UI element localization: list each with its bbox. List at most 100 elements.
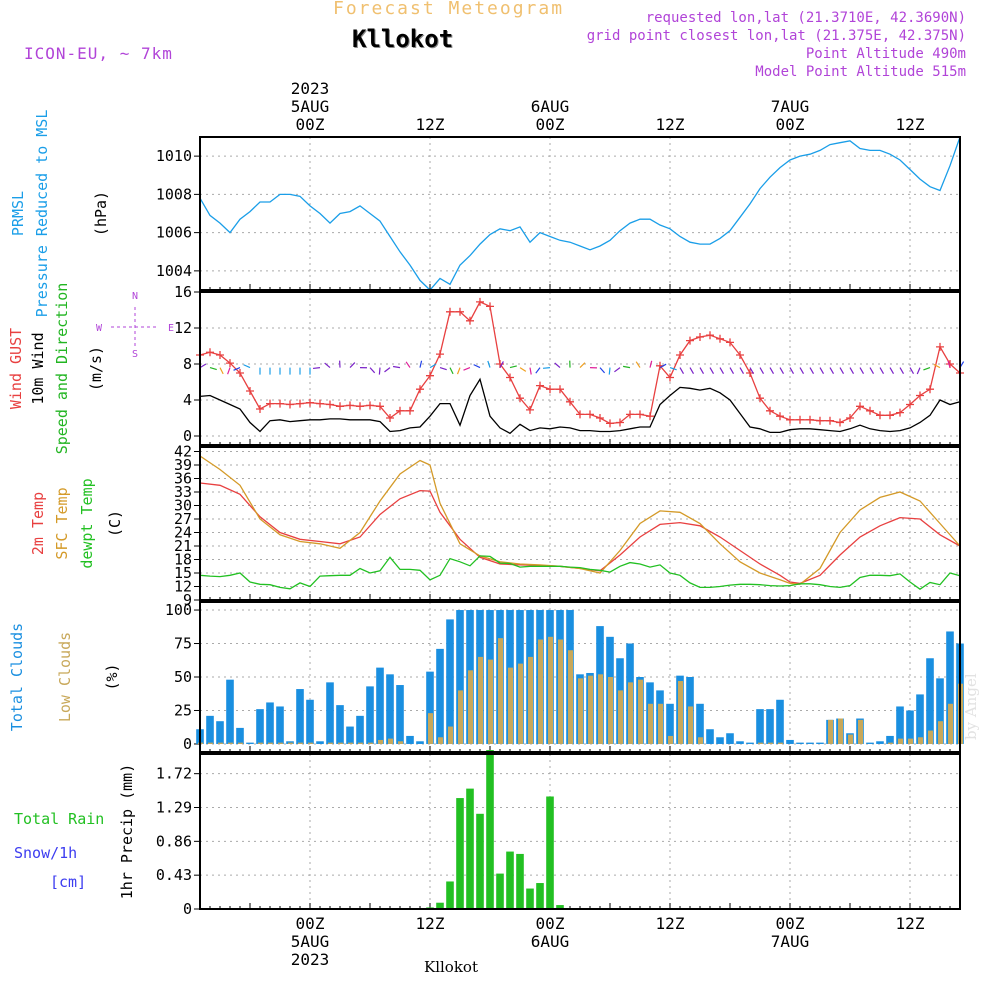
time-label-bottom: 5AUG	[291, 932, 330, 951]
total-cloud-bar	[666, 703, 674, 744]
y-axis-label-pressure: (hPa)	[92, 191, 110, 236]
wind-direction-arrow	[859, 367, 865, 374]
low-cloud-bar	[218, 742, 223, 744]
gust-marker	[486, 302, 494, 311]
wind-direction-arrow	[419, 360, 423, 368]
total-cloud-bar	[756, 709, 764, 744]
y-tick-label-temperature: 27	[174, 510, 192, 528]
gust-marker	[856, 402, 864, 411]
gust-marker	[896, 408, 904, 417]
wind-direction-arrow	[879, 367, 885, 374]
product-title: Forecast Meteogram	[333, 0, 565, 19]
low-cloud-bar	[918, 737, 923, 744]
y-axis-label-pressure: Pressure Reduced to MSL	[33, 110, 51, 318]
low-cloud-bar	[538, 639, 543, 744]
low-cloud-bar	[478, 656, 483, 744]
gust-marker	[666, 373, 674, 382]
gust-marker	[346, 401, 354, 410]
y-tick-label-precip: 1.72	[156, 765, 192, 783]
y-tick-label-precip: 1.29	[156, 799, 192, 817]
time-label-bottom: 6AUG	[531, 932, 570, 951]
compass-south: S	[132, 349, 138, 360]
wind-direction-arrow	[659, 363, 667, 369]
gust-line	[199, 301, 961, 425]
time-label-bottom: 12Z	[896, 914, 925, 933]
low-cloud-bar	[768, 742, 773, 744]
wind-direction-arrow	[749, 367, 755, 374]
low-cloud-bar	[268, 742, 273, 744]
low-cloud-bar	[448, 726, 453, 744]
y-tick-label-wind: 4	[183, 391, 192, 409]
y-tick-label-wind: 16	[174, 283, 192, 301]
wind-direction-arrow	[429, 363, 437, 369]
gust-marker	[816, 416, 824, 425]
time-label-top: 00Z	[536, 115, 565, 134]
gust-marker	[936, 342, 944, 351]
low-cloud-bar	[358, 742, 363, 744]
low-cloud-bar	[338, 742, 343, 744]
low-cloud-bar	[368, 742, 373, 744]
gust-marker	[226, 359, 234, 368]
low-cloud-bar	[308, 742, 313, 744]
gust-marker	[326, 400, 334, 409]
gust-marker	[726, 338, 734, 347]
time-label-top: 5AUG	[291, 97, 330, 116]
rain-bar	[456, 798, 464, 909]
low-cloud-bar	[618, 690, 623, 744]
compass-west: W	[96, 323, 103, 334]
y-tick-label-temperature: 42	[174, 443, 192, 461]
total-cloud-bar	[236, 727, 244, 744]
total-cloud-bar	[726, 733, 734, 744]
low-cloud-bar	[428, 713, 433, 744]
total-cloud-bar	[216, 721, 224, 744]
gust-marker	[516, 394, 524, 403]
time-label-top: 2023	[291, 79, 330, 98]
low-cloud-bar	[468, 670, 473, 744]
low-cloud-bar	[288, 742, 293, 744]
gust-marker	[836, 418, 844, 427]
gust-marker	[876, 411, 884, 420]
y-tick-label-clouds: 50	[174, 668, 192, 686]
time-label-top: 12Z	[416, 115, 445, 134]
y-tick-label-clouds: 0	[183, 735, 192, 753]
time-label-top: 00Z	[296, 115, 325, 134]
y-tick-label-temperature: 12	[174, 578, 192, 596]
y-tick-label-clouds: 100	[165, 601, 192, 619]
gust-marker	[396, 406, 404, 415]
y-tick-label-temperature: 39	[174, 456, 192, 474]
gust-marker	[286, 400, 294, 409]
low-cloud-bar	[668, 735, 673, 744]
low-cloud-bar	[588, 675, 593, 744]
low-cloud-bar	[398, 741, 403, 744]
low-cloud-bar	[658, 703, 663, 744]
y-tick-label-temperature: 9	[183, 591, 192, 609]
low-cloud-bar	[908, 738, 913, 744]
wind-direction-arrow	[689, 367, 695, 374]
low-cloud-bar	[228, 742, 233, 744]
total-cloud-bar	[276, 706, 284, 744]
gust-marker	[706, 331, 714, 340]
low-cloud-bar	[648, 703, 653, 744]
gust-marker	[916, 391, 924, 400]
gust-marker	[476, 297, 484, 306]
low-cloud-bar	[938, 721, 943, 744]
dewpt-line	[199, 555, 961, 590]
low-cloud-bar	[238, 742, 243, 744]
model-point-altitude: Model Point Altitude 515m	[755, 64, 966, 80]
low-cloud-bar	[628, 682, 633, 744]
time-label-top: 6AUG	[531, 97, 570, 116]
gust-marker	[306, 398, 314, 407]
y-tick-label-pressure: 1008	[156, 185, 192, 203]
wind-direction-arrow	[243, 364, 251, 369]
compass-north: N	[132, 291, 138, 302]
wind-direction-arrow	[889, 367, 895, 374]
gust-marker	[236, 369, 244, 377]
gust-marker	[596, 414, 604, 422]
total-cloud-bar	[706, 729, 714, 744]
low-cloud-bar	[258, 742, 263, 744]
low-cloud-bar	[548, 636, 553, 744]
gust-marker	[426, 371, 434, 380]
wind-direction-arrow	[209, 367, 217, 371]
gust-marker	[366, 401, 374, 410]
gust-marker	[466, 316, 474, 325]
